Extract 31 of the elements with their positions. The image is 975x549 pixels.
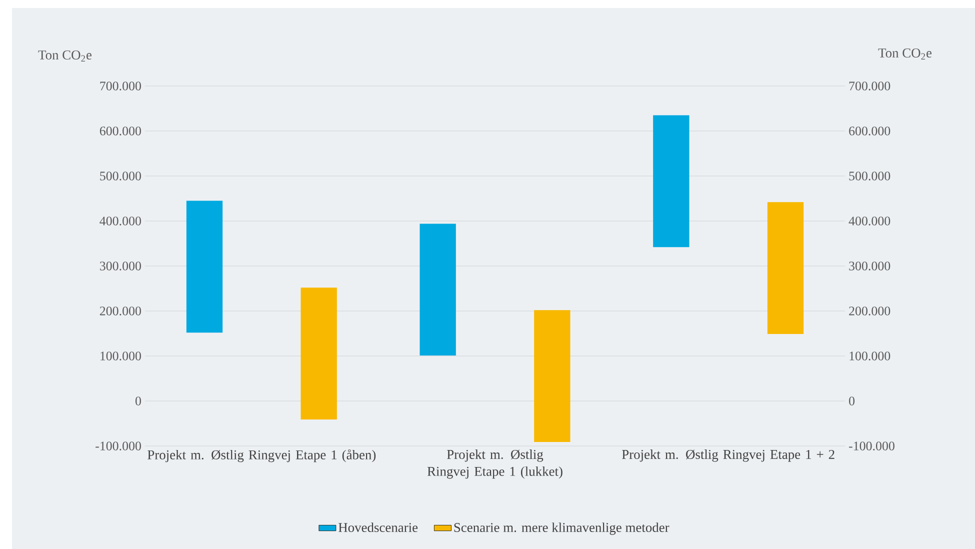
y-tick-label: 500.000	[100, 172, 141, 180]
legend-label: Scenarie m. mere klimavenlige metoder	[454, 522, 670, 535]
bar	[767, 202, 804, 334]
y-tick-label: 600.000	[100, 126, 141, 136]
bar	[186, 200, 223, 333]
bar	[534, 310, 570, 442]
bar	[420, 224, 456, 356]
bar	[300, 288, 337, 420]
x-tick-label: Projekt m. Østlig Ringvej Etape 1 (lukket)	[427, 450, 562, 479]
y2-tick-label: 0	[849, 396, 855, 406]
y-tick-label: 700.000	[100, 82, 141, 90]
legend-label: Hovedscenarie	[338, 522, 418, 532]
x-tick-label: Projekt m. Østlig Ringvej Etape 1 (åben)	[148, 450, 376, 462]
y2-tick-label: -100.000	[849, 442, 894, 450]
y2-tick-label: 500.000	[849, 172, 890, 180]
y2-tick-label: 600.000	[849, 126, 890, 136]
y2-axis-title: Ton CO$_{2}$e	[878, 48, 932, 60]
y-axis-title: Ton CO$_{2}$e	[38, 50, 92, 62]
y2-tick-label: 700.000	[849, 82, 890, 90]
y-tick-label: 400.000	[100, 216, 141, 226]
y-tick-label: -100.000	[96, 442, 141, 450]
x-tick-label: Projekt m. Østlig Ringvej Etape 1 + 2	[622, 450, 834, 462]
y2-tick-label: 100.000	[850, 352, 890, 360]
y-tick-label: 200.000	[100, 306, 141, 316]
y-tick-label: 300.000	[100, 262, 141, 270]
bar	[653, 115, 690, 248]
y2-tick-label: 400.000	[848, 216, 890, 226]
y2-tick-label: 300.000	[849, 262, 890, 270]
y2-tick-label: 200.000	[849, 306, 890, 316]
y-tick-label: 0	[136, 396, 141, 406]
y-tick-label: 100.000	[100, 352, 141, 360]
